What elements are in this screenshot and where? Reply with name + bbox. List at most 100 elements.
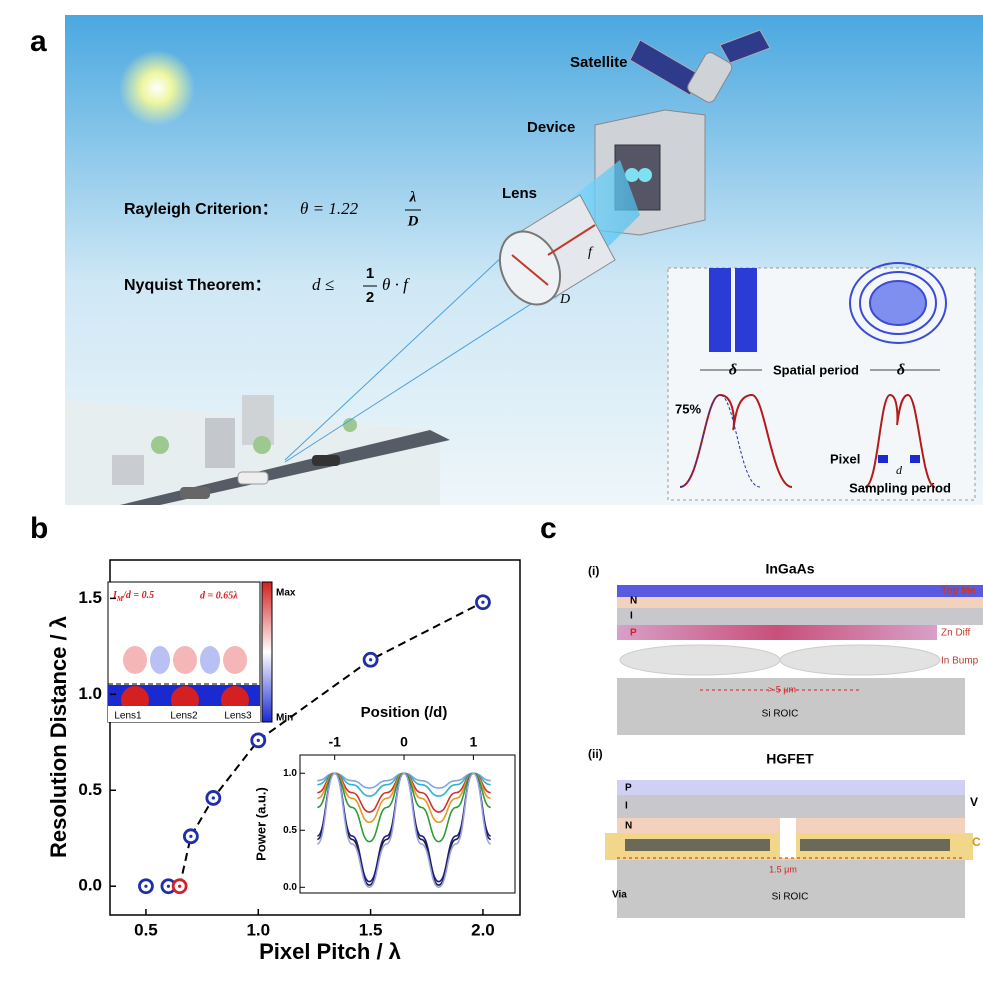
structure-title: HGFET xyxy=(766,751,814,767)
label-bg xyxy=(762,362,870,379)
layer-label: I xyxy=(625,801,628,812)
road xyxy=(120,430,450,505)
spot xyxy=(638,168,652,182)
bump xyxy=(779,644,941,676)
plot-frame xyxy=(109,559,521,916)
x-tick-label: 2.0 xyxy=(471,920,495,939)
car xyxy=(312,455,340,466)
channel xyxy=(625,839,770,851)
lens xyxy=(498,194,616,306)
label: δ xyxy=(729,362,737,379)
heatmap-lobe xyxy=(150,646,170,674)
equation: θ · f xyxy=(382,275,410,294)
inset-y-tick-label: 0.5 xyxy=(283,825,297,836)
label: Spatial period xyxy=(773,362,859,377)
ray xyxy=(284,239,521,461)
y-tick-label: 1.5 xyxy=(78,588,102,607)
bump xyxy=(619,644,781,676)
inset-annotation: IM/d = 0.5 xyxy=(112,590,154,602)
equation: λ xyxy=(409,189,417,205)
pixel xyxy=(910,455,920,463)
sub-label: (i) xyxy=(588,564,599,578)
ring xyxy=(859,271,937,335)
marker-center xyxy=(369,658,373,662)
equation: θ = 1.22 xyxy=(300,199,359,218)
y-tick-label: 0.0 xyxy=(78,876,102,895)
colorbar-label: Max xyxy=(276,588,296,599)
layer xyxy=(617,608,983,625)
field-inset: IM/d = 0.5 d = 0.65λ Max Min Lens1 Lens2… xyxy=(107,581,296,724)
inset-y-tick-label: 0.0 xyxy=(283,882,297,893)
heatmap-lobe xyxy=(223,646,247,674)
layer xyxy=(617,795,965,818)
channel xyxy=(800,839,950,851)
x-tick-label: 1.5 xyxy=(359,920,383,939)
label: D xyxy=(559,292,570,307)
marker-center xyxy=(166,884,171,888)
label: Satellite xyxy=(570,54,628,71)
label: Device xyxy=(527,119,575,136)
annotation: Top Me xyxy=(941,586,976,597)
ray xyxy=(284,294,546,463)
inset-x-tick-label: 1 xyxy=(469,734,477,750)
layer-label: I xyxy=(630,611,633,622)
marker-center xyxy=(211,796,215,800)
pixel xyxy=(878,455,888,463)
heatmap-lobe xyxy=(123,646,147,674)
marker-center xyxy=(256,738,260,742)
slit xyxy=(735,268,757,352)
layer xyxy=(617,625,937,640)
gap xyxy=(780,818,796,858)
inset-annotation: I xyxy=(112,590,118,601)
label: d xyxy=(896,463,903,477)
car xyxy=(180,487,210,499)
inset-y-tick-label: 1.0 xyxy=(283,768,297,779)
layer-label: P xyxy=(630,628,637,639)
annotation: C xyxy=(972,835,981,849)
substrate xyxy=(617,860,965,918)
marker-center xyxy=(178,884,182,888)
power-curve xyxy=(316,772,492,889)
label: Lens xyxy=(502,185,537,202)
lens-label: Lens2 xyxy=(170,711,198,722)
building xyxy=(112,455,144,485)
layer-label: N xyxy=(625,821,632,832)
inset-x-title: Position (/d) xyxy=(361,704,448,721)
panel-b: b Pixel Pitch / λ Resolution Distance / … xyxy=(30,512,521,964)
lens-label: Lens3 xyxy=(224,711,252,722)
label: δ xyxy=(897,362,905,379)
diameter-arrow xyxy=(511,254,549,286)
fit-line xyxy=(178,601,484,887)
label: f xyxy=(588,245,594,260)
annotation: Zn Diff xyxy=(941,628,970,639)
layer-label: P xyxy=(625,783,632,794)
inset-annotation: /d = 0.5 xyxy=(122,590,154,601)
building xyxy=(242,395,274,445)
inset-x-tick-label: 0 xyxy=(400,734,408,750)
x-axis-title: Pixel Pitch / λ xyxy=(259,939,401,964)
inset-y-title: Power (a.u.) xyxy=(253,787,268,861)
label: 75% xyxy=(675,401,701,416)
tree xyxy=(151,436,169,454)
equation-label: Nyquist Theorem： xyxy=(124,277,271,294)
heatmap-lobe xyxy=(200,646,220,674)
annotation: 1.5 μm xyxy=(769,864,797,874)
solar-panel xyxy=(719,29,771,64)
panel-label: c xyxy=(540,512,557,545)
annotation: > 5 μm xyxy=(768,684,796,694)
annotation: V xyxy=(970,795,978,809)
substrate-label: Si ROIC xyxy=(762,709,799,720)
panel-label: a xyxy=(30,25,47,58)
x-tick-label: 1.0 xyxy=(246,920,270,939)
satellite-body xyxy=(687,52,733,103)
slit xyxy=(709,268,731,352)
tree xyxy=(253,436,271,454)
structure-title: InGaAs xyxy=(765,561,814,577)
lens-label: Lens1 xyxy=(114,711,142,722)
annotation: In Bump xyxy=(941,656,979,667)
y-tick-label: 1.0 xyxy=(78,684,102,703)
layer xyxy=(617,597,983,608)
layer-label: N xyxy=(630,596,637,607)
tree xyxy=(343,418,357,432)
heatmap-lobe xyxy=(173,646,197,674)
